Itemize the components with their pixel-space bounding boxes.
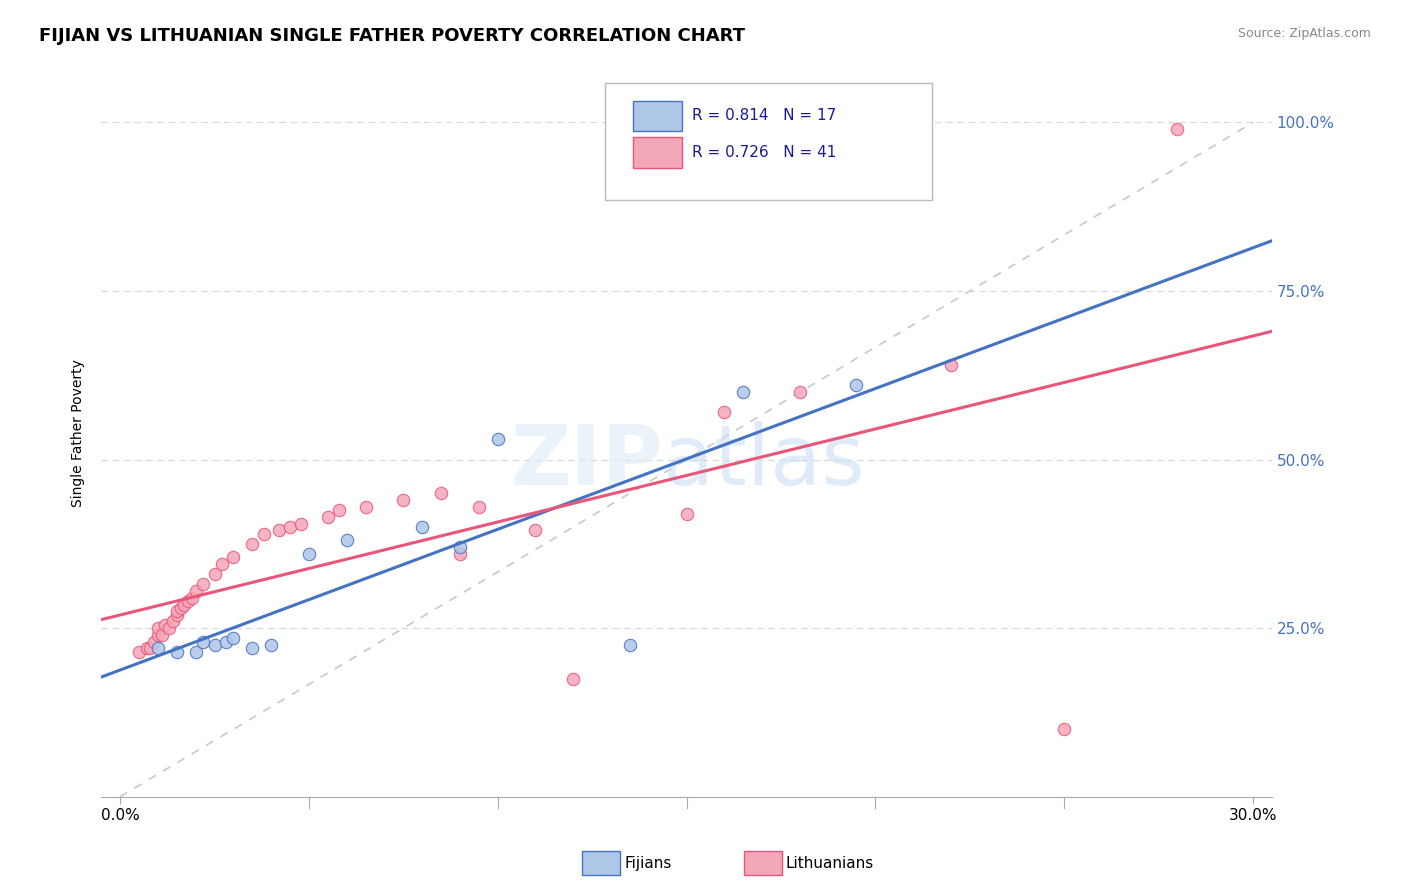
Point (146, 641, 169, 656)
Point (146, 621, 169, 635)
Point (733, 385, 755, 400)
Point (619, 638, 641, 652)
Point (845, 378, 868, 392)
Point (298, 547, 321, 561)
Point (193, 577, 215, 591)
Point (789, 385, 811, 400)
Point (150, 628, 173, 642)
Point (184, 584, 207, 599)
Point (468, 500, 491, 514)
Point (180, 591, 202, 605)
Point (486, 433, 509, 447)
Point (278, 520, 301, 534)
Point (166, 607, 188, 622)
Point (173, 598, 195, 612)
Text: atlas: atlas (664, 421, 865, 502)
Point (211, 557, 233, 571)
Point (713, 405, 735, 419)
Point (1166, 122, 1188, 136)
Point (240, 641, 263, 656)
Point (204, 567, 226, 582)
Text: FIJIAN VS LITHUANIAN SINGLE FATHER POVERTY CORRELATION CHART: FIJIAN VS LITHUANIAN SINGLE FATHER POVER… (39, 27, 745, 45)
Point (449, 547, 471, 561)
Point (1053, 723, 1076, 737)
FancyBboxPatch shape (633, 137, 682, 168)
Point (139, 641, 162, 656)
FancyBboxPatch shape (633, 101, 682, 131)
Point (169, 600, 191, 615)
Text: R = 0.726   N = 41: R = 0.726 N = 41 (692, 145, 837, 160)
Point (157, 621, 180, 635)
Point (430, 486, 453, 500)
Point (240, 537, 263, 551)
Point (204, 638, 226, 652)
FancyBboxPatch shape (605, 83, 932, 200)
Y-axis label: Single Father Poverty: Single Father Poverty (72, 359, 86, 507)
Point (290, 516, 312, 531)
Point (939, 358, 962, 372)
Point (260, 638, 283, 652)
Text: ZIP: ZIP (510, 421, 664, 502)
Point (562, 672, 585, 686)
Point (449, 540, 471, 554)
Point (184, 645, 207, 659)
Point (328, 503, 350, 517)
Point (675, 507, 697, 521)
Point (222, 632, 245, 646)
Text: R = 0.814   N = 17: R = 0.814 N = 17 (692, 108, 837, 123)
Point (135, 641, 157, 656)
Text: Fijians: Fijians (624, 855, 672, 871)
Point (162, 615, 184, 629)
Point (166, 645, 188, 659)
Point (215, 634, 238, 648)
Text: Lithuanians: Lithuanians (786, 855, 875, 871)
Point (155, 617, 177, 632)
Point (411, 520, 433, 534)
Point (252, 526, 274, 541)
Point (524, 524, 547, 538)
Point (336, 533, 359, 548)
Point (222, 550, 245, 565)
Point (166, 604, 188, 618)
Point (177, 594, 200, 608)
Point (143, 634, 166, 648)
Point (193, 634, 215, 648)
Text: Source: ZipAtlas.com: Source: ZipAtlas.com (1237, 27, 1371, 40)
Point (267, 524, 290, 538)
Point (128, 645, 150, 659)
Point (316, 509, 339, 524)
Point (392, 493, 415, 508)
Point (146, 628, 169, 642)
Point (354, 500, 377, 514)
